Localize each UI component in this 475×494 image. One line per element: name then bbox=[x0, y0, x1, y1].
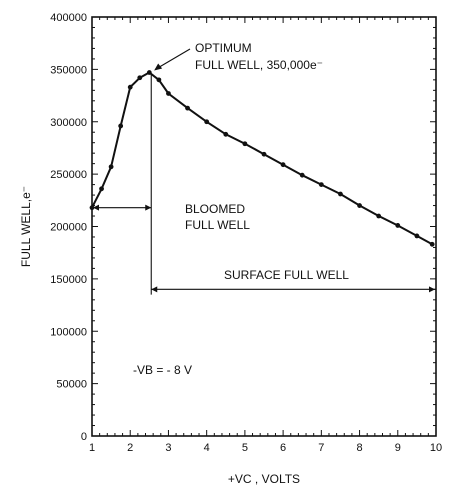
data-point bbox=[429, 241, 435, 247]
y-axis-title: FULL WELL,e⁻ bbox=[19, 186, 33, 267]
surface-arrow-right bbox=[429, 286, 435, 293]
data-point bbox=[357, 203, 362, 208]
x-tick-label: 7 bbox=[318, 442, 324, 454]
plot-frame bbox=[91, 16, 437, 437]
y-tick-label: 50000 bbox=[56, 379, 87, 391]
y-tick-label: 100000 bbox=[50, 326, 87, 338]
x-tick-label: 1 bbox=[89, 442, 95, 454]
data-point bbox=[261, 151, 267, 157]
data-point bbox=[118, 123, 124, 129]
surface-annotation: SURFACE FULL WELL bbox=[224, 268, 349, 282]
data-point bbox=[338, 191, 343, 197]
x-tick-label: 8 bbox=[356, 442, 362, 454]
bloomed-annotation-line1: BLOOMED bbox=[185, 202, 245, 216]
data-point bbox=[99, 186, 104, 192]
data-point bbox=[137, 75, 143, 81]
data-point bbox=[376, 213, 382, 219]
x-tick-label: 4 bbox=[204, 442, 210, 454]
data-point bbox=[280, 162, 286, 168]
data-point bbox=[318, 182, 324, 188]
data-point bbox=[223, 131, 229, 137]
x-tick-label: 2 bbox=[127, 442, 133, 454]
y-tick-label: 250000 bbox=[50, 169, 87, 181]
series-line bbox=[91, 71, 433, 246]
optimum-pointer-line bbox=[154, 48, 191, 70]
bloomed-arrow-left bbox=[93, 204, 99, 211]
bloomed-arrow-right bbox=[145, 204, 152, 211]
vb-annotation: -VB = - 8 V bbox=[133, 363, 192, 377]
x-tick-label: 5 bbox=[242, 442, 248, 454]
data-point bbox=[156, 77, 162, 83]
optimum-annotation-line1: OPTIMUM bbox=[195, 41, 252, 55]
x-axis-ticks: 1 2 3 4 5 6 7 8 9 10 bbox=[89, 17, 442, 454]
y-tick-label: 150000 bbox=[50, 274, 87, 286]
data-point bbox=[395, 223, 401, 228]
data-point bbox=[299, 172, 305, 178]
data-point bbox=[146, 70, 152, 75]
x-tick-label: 6 bbox=[280, 442, 286, 454]
surface-arrow-left bbox=[151, 286, 158, 293]
y-tick-label: 0 bbox=[81, 431, 87, 443]
y-tick-label: 400000 bbox=[50, 12, 87, 24]
y-tick-label: 350000 bbox=[50, 64, 87, 76]
x-tick-label: 9 bbox=[395, 442, 401, 454]
bloomed-annotation-line2: FULL WELL bbox=[185, 218, 250, 232]
y-tick-label: 200000 bbox=[50, 222, 87, 234]
y-axis-ticks: 0 50000 100000 150000 200000 250000 300000 3500… bbox=[50, 12, 436, 443]
optimum-pointer-arrowhead bbox=[154, 63, 163, 71]
data-point bbox=[204, 119, 210, 125]
data-point bbox=[127, 84, 133, 90]
optimum-annotation-line2: FULL WELL, 350,000e⁻ bbox=[195, 58, 323, 72]
annotation-guides bbox=[92, 48, 436, 295]
data-point bbox=[414, 233, 420, 239]
x-axis-title: +VC , VOLTS bbox=[228, 472, 300, 486]
data-point bbox=[166, 91, 171, 96]
data-points bbox=[89, 70, 435, 247]
x-tick-label: 3 bbox=[165, 442, 171, 454]
data-point bbox=[242, 141, 248, 147]
data-point bbox=[185, 105, 190, 111]
data-point bbox=[89, 205, 95, 211]
y-tick-label: 300000 bbox=[50, 117, 87, 129]
x-tick-label: 10 bbox=[430, 442, 442, 454]
data-point bbox=[108, 164, 114, 170]
